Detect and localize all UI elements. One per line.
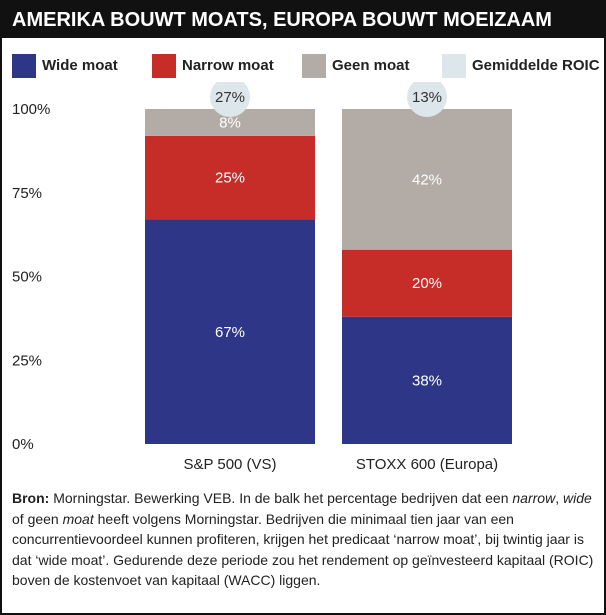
source-text-1: Morningstar. Bewerking VEB. In de balk h… [49,490,513,506]
chart-title: AMERIKA BOUWT MOATS, EUROPA BOUWT MOEIZA… [2,2,604,38]
stacked-bar-chart: 0% 25% 50% 75% 100% 67% 25% 8% S&P 500 (VS) 27% 38… [12,82,512,473]
legend-swatch-geen-moat [302,54,326,78]
source-text-3: heeft volgens Morningstar. Bedrijven die… [12,510,594,589]
source-moat: moat [62,510,94,527]
legend-label-geen-moat: Geen moat [332,57,410,74]
legend-label-roic: Gemiddelde ROIC [472,57,600,74]
legend-swatch-wide-moat [12,54,36,78]
source-label: Bron: [12,490,50,506]
roic-marker [407,82,447,117]
legend-swatch-roic [442,54,466,78]
bar-segment [342,109,512,250]
data-label: 67% [215,324,245,341]
x-category-label: STOXX 600 (Europa) [356,456,498,473]
roic-label: 27% [215,89,245,106]
y-tick-label: 0% [12,436,34,453]
source-sep: , [555,490,563,506]
y-tick-label: 75% [12,185,42,202]
y-tick-label: 25% [12,352,42,369]
data-label: 20% [412,275,442,292]
data-label: 38% [412,372,442,389]
bar-segment [145,219,315,444]
source-narrow: narrow [512,490,556,506]
data-label: 42% [412,171,442,188]
roic-label: 13% [412,89,442,106]
legend-label-wide-moat: Wide moat [42,57,118,74]
bar-segment [342,249,512,317]
x-category-label: S&P 500 (VS) [183,456,276,473]
legend-label-narrow-moat: Narrow moat [182,57,274,74]
source-wide: wide [562,490,592,506]
source-note: Bron: Morningstar. Bewerking VEB. In de … [12,488,597,591]
data-label: 8% [219,114,241,131]
bar-segment [342,316,512,444]
legend-swatch-narrow-moat [152,54,176,78]
data-label: 25% [215,170,245,187]
roic-marker [210,82,250,117]
source-text-2: of geen [12,510,63,527]
y-tick-label: 50% [12,269,42,286]
y-tick-label: 100% [12,101,50,118]
bar-segment [145,135,315,220]
